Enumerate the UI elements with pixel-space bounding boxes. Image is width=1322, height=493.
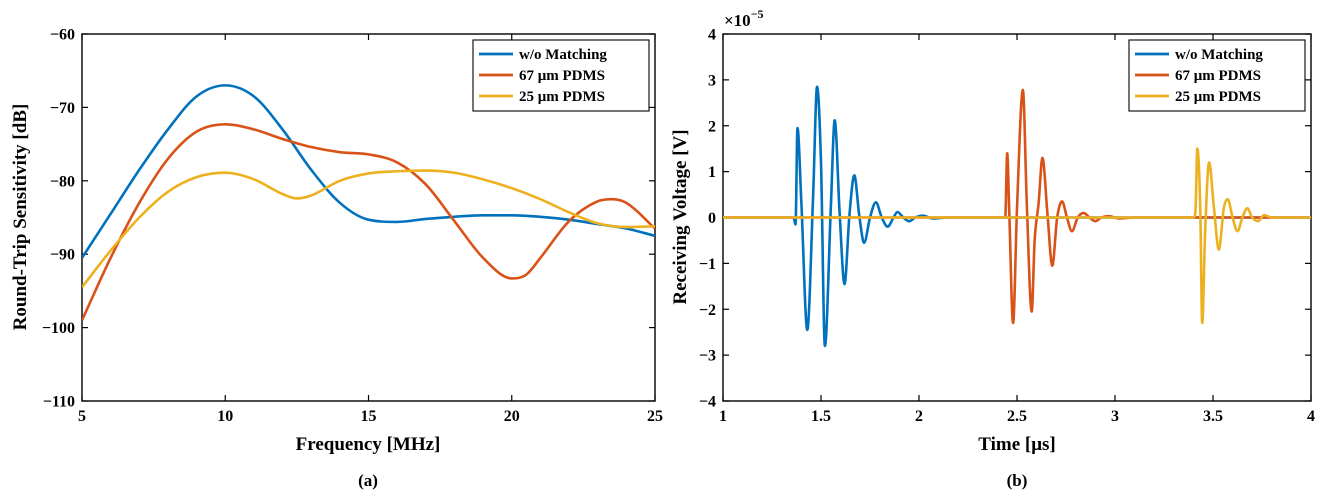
x-tick-label: 4	[1307, 408, 1315, 425]
legend-label: w/o Matching	[519, 47, 607, 63]
y-tick-label: 1	[708, 164, 716, 181]
series-line-25-m-pdms	[723, 147, 1311, 325]
legend-label: w/o Matching	[1175, 47, 1263, 63]
series-line-w-o-matching	[82, 84, 655, 259]
x-tick-label: 3	[1111, 408, 1119, 425]
panel-b-y-axis-label: Receiving Voltage [V]	[670, 129, 691, 304]
y-tick-label: −70	[50, 100, 75, 117]
x-tick-label: 5	[78, 408, 86, 425]
panel-b-chart: 1 1.5 2 2.5 3 3.5 4 −4 −3 −2 −1 0 1 2 3 4 Time [μs] Rec…	[670, 7, 1315, 455]
panel-a-legend: w/o Matching 67 μm PDMS 25 μm PDMS	[472, 39, 650, 112]
x-tick-label: 1	[719, 408, 727, 425]
series-line-67-m-pdms	[82, 122, 655, 321]
panel-a-ticks: 5 10 15 20 25 −110 −100 −90 −80 −70 −60	[42, 27, 663, 426]
panel-b-legend: w/o Matching 67 μm PDMS 25 μm PDMS	[1128, 39, 1306, 112]
y-tick-label: −2	[699, 302, 716, 319]
x-tick-label: 20	[504, 408, 520, 425]
legend-label: 67 μm PDMS	[1175, 68, 1261, 84]
y-tick-label: −4	[699, 394, 716, 411]
x-tick-label: 2.5	[1007, 408, 1027, 425]
panel-b-ticks: 1 1.5 2 2.5 3 3.5 4 −4 −3 −2 −1 0 1 2 3 4	[699, 27, 1315, 426]
panel-a-series	[82, 84, 655, 321]
y-tick-label: −90	[50, 247, 75, 264]
panel-b-x-axis-label: Time [μs]	[978, 434, 1055, 455]
panel-b-scale-factor: ×10−5	[724, 7, 764, 30]
panel-a-chart: 5 10 15 20 25 −110 −100 −90 −80 −70 −60 Frequency …	[10, 27, 663, 456]
panel-a-y-axis-label: Round-Trip Sensitivity [dB]	[10, 104, 31, 331]
x-tick-label: 10	[217, 408, 233, 425]
panel-a-x-axis-label: Frequency [MHz]	[296, 434, 441, 455]
panel-b-caption: (b)	[1007, 471, 1028, 490]
panel-b-scale-base: ×10	[724, 11, 751, 30]
y-tick-label: −60	[50, 27, 75, 44]
panel-a-caption: (a)	[358, 471, 378, 490]
series-line-25-m-pdms	[82, 169, 655, 289]
panel-b-scale-exponent: −5	[751, 7, 764, 21]
panel-b-series	[723, 85, 1311, 348]
y-tick-label: 2	[708, 118, 716, 135]
legend-label: 25 μm PDMS	[1175, 89, 1261, 105]
legend-label: 25 μm PDMS	[519, 89, 605, 105]
x-tick-label: 1.5	[811, 408, 831, 425]
y-tick-label: −1	[699, 256, 716, 273]
x-tick-label: 3.5	[1203, 408, 1223, 425]
x-tick-label: 2	[915, 408, 923, 425]
y-tick-label: −110	[43, 394, 75, 411]
y-tick-label: 3	[708, 72, 716, 89]
y-tick-label: 4	[708, 27, 716, 44]
series-line-w-o-matching	[723, 85, 1311, 348]
y-tick-label: −80	[50, 173, 75, 190]
y-tick-label: −3	[699, 348, 716, 365]
y-tick-label: −100	[42, 320, 75, 337]
x-tick-label: 25	[647, 408, 663, 425]
x-tick-label: 15	[361, 408, 377, 425]
y-tick-label: 0	[708, 210, 716, 227]
legend-label: 67 μm PDMS	[519, 68, 605, 84]
